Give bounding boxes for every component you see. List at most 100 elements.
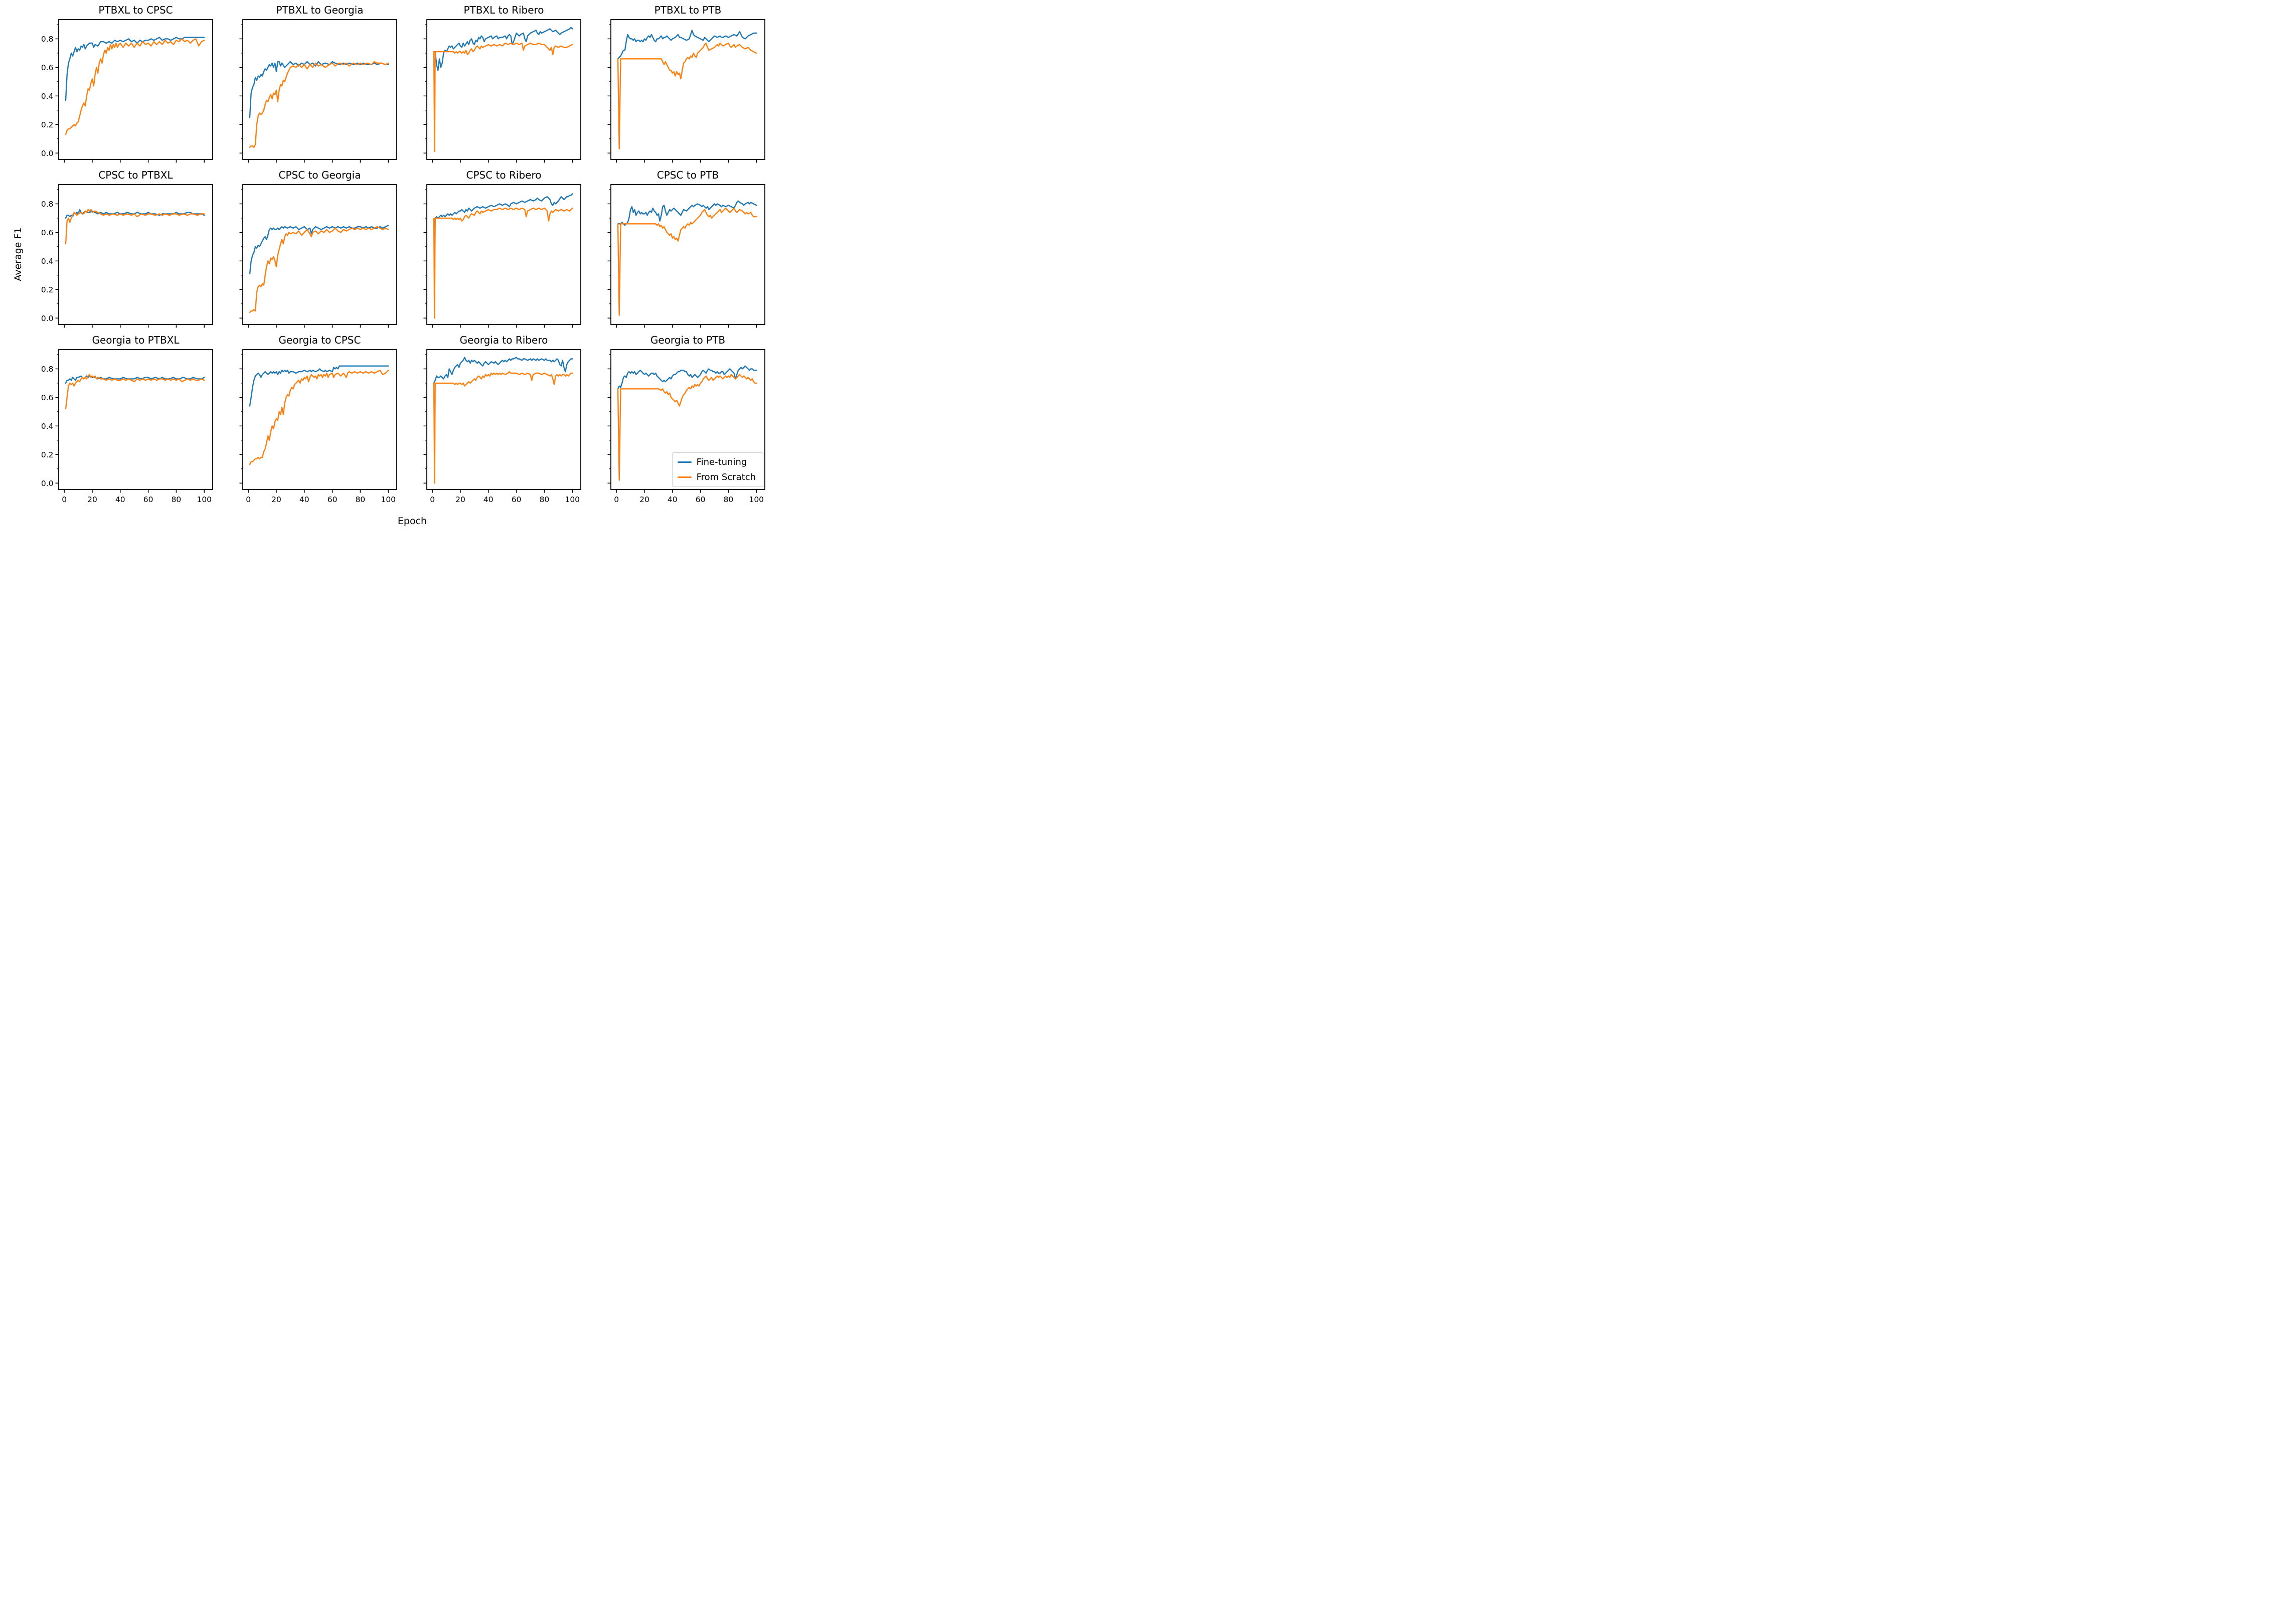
plot-title: Georgia to Ribero — [459, 334, 548, 346]
axes-spines — [426, 184, 581, 325]
series-line-fine-tuning — [65, 37, 205, 101]
series-line-from-scratch — [433, 42, 573, 152]
x-tick-label: 100 — [565, 495, 580, 504]
y-axis-label: Average F1 — [13, 227, 24, 281]
plot-title: PTBXL to Georgia — [276, 4, 364, 16]
series-line-from-scratch — [65, 374, 205, 410]
axes-spines — [426, 349, 581, 490]
x-tick-label: 60 — [512, 495, 522, 504]
plot-title: CPSC to PTB — [657, 169, 719, 181]
series-line-from-scratch — [617, 374, 757, 481]
y-tick-label: 0.0 — [41, 479, 54, 488]
plot-title: Georgia to CPSC — [278, 334, 361, 346]
legend-box: Fine-tuning From Scratch — [672, 452, 763, 487]
figure-grid-of-line-charts: Average F1 Epoch PTBXL to CPSC 0.0 0.2 0.4… — [0, 0, 765, 537]
plot-title: Georgia to PTBXL — [92, 334, 180, 346]
subplot-cpsc-to-ptb: CPSC to PTB — [607, 168, 765, 328]
x-tick-label: 80 — [356, 495, 366, 504]
series-line-fine-tuning — [65, 209, 205, 219]
legend-line-from-scratch-icon — [677, 476, 692, 478]
x-tick-label: 100 — [197, 495, 212, 504]
x-tick-label: 40 — [668, 495, 678, 504]
plot-canvas — [239, 19, 397, 163]
axes-spines — [610, 349, 765, 490]
plot-canvas — [423, 184, 581, 328]
y-tick-label: 0.8 — [41, 200, 54, 209]
series-line-fine-tuning — [433, 357, 573, 384]
legend-entry-fine-tuning: Fine-tuning — [677, 457, 756, 467]
y-tick-label: 0.8 — [41, 35, 54, 44]
x-tick-label: 0 — [430, 495, 435, 504]
plot-canvas: 0.0 0.2 0.4 0.6 0.8 — [41, 184, 213, 328]
y-tick-label: 0.0 — [41, 149, 54, 158]
series-line-fine-tuning — [433, 27, 573, 71]
x-tick-label: 20 — [87, 495, 97, 504]
legend-entry-from-scratch: From Scratch — [677, 472, 756, 482]
legend-line-fine-tuning-icon — [677, 461, 692, 463]
plot-title: Georgia to PTB — [650, 334, 726, 346]
plot-canvas — [607, 184, 765, 328]
series-line-from-scratch — [65, 38, 205, 135]
plot-canvas — [607, 19, 765, 163]
x-tick-label: 0 — [614, 495, 619, 504]
axes-spines — [58, 349, 213, 490]
series-line-from-scratch — [249, 226, 389, 313]
series-line-from-scratch — [617, 207, 757, 316]
series-line-from-scratch — [249, 61, 389, 148]
axes-spines — [610, 19, 765, 160]
y-tick-label: 0.8 — [41, 365, 54, 374]
axes-spines — [610, 184, 765, 325]
plot-title: CPSC to Ribero — [466, 169, 542, 181]
y-tick-label: 0.4 — [41, 257, 54, 266]
subplot-ptbxl-to-georgia: PTBXL to Georgia — [239, 3, 397, 163]
plot-canvas: 0.0 0.2 0.4 0.6 0.8 0 20 40 60 80 100 — [41, 349, 213, 504]
series-line-fine-tuning — [433, 193, 573, 252]
series-line-fine-tuning — [617, 30, 757, 60]
x-tick-label: 100 — [381, 495, 396, 504]
x-tick-label: 0 — [62, 495, 67, 504]
x-tick-label: 60 — [143, 495, 153, 504]
subplot-ptbxl-to-ribero: PTBXL to Ribero — [423, 3, 581, 163]
y-tick-label: 0.4 — [41, 422, 54, 431]
series-line-fine-tuning — [249, 224, 389, 275]
y-tick-label: 0.6 — [41, 393, 54, 402]
x-tick-label: 80 — [540, 495, 550, 504]
x-tick-label: 20 — [271, 495, 281, 504]
x-tick-label: 40 — [115, 495, 125, 504]
x-tick-label: 20 — [455, 495, 465, 504]
y-tick-label: 0.4 — [41, 92, 54, 101]
axes-spines — [242, 349, 397, 490]
x-tick-label: 80 — [172, 495, 182, 504]
plot-title: PTBXL to CPSC — [98, 4, 173, 16]
subplot-georgia-to-ribero: Georgia to Ribero 0 20 40 60 80 100 — [423, 333, 581, 504]
x-tick-label: 0 — [246, 495, 251, 504]
y-tick-label: 0.2 — [41, 120, 54, 129]
subplot-georgia-to-cpsc: Georgia to CPSC 0 20 40 60 80 100 — [239, 333, 397, 504]
axes-spines — [242, 184, 397, 325]
x-tick-label: 100 — [749, 495, 764, 504]
x-axis-label: Epoch — [397, 516, 427, 527]
series-line-fine-tuning — [617, 200, 757, 226]
x-tick-label: 60 — [327, 495, 338, 504]
y-tick-label: 0.2 — [41, 450, 54, 459]
plot-canvas — [239, 184, 397, 328]
series-line-fine-tuning — [65, 375, 205, 384]
plot-canvas: 0 20 40 60 80 100 — [239, 349, 397, 504]
legend-label: Fine-tuning — [696, 457, 747, 467]
y-tick-label: 0.6 — [41, 63, 54, 72]
x-tick-label: 40 — [299, 495, 309, 504]
subplot-ptbxl-to-cpsc: PTBXL to CPSC 0.0 0.2 0.4 0.6 0.8 — [41, 3, 213, 163]
axes-spines — [58, 19, 213, 160]
y-tick-label: 0.2 — [41, 285, 54, 294]
subplot-cpsc-to-ptbxl: CPSC to PTBXL 0.0 0.2 0.4 0.6 0.8 — [41, 168, 213, 328]
plot-title: CPSC to Georgia — [278, 169, 361, 181]
y-tick-label: 0.0 — [41, 314, 54, 323]
series-line-from-scratch — [249, 370, 389, 465]
x-tick-label: 40 — [483, 495, 494, 504]
series-line-from-scratch — [433, 371, 573, 484]
series-line-fine-tuning — [249, 61, 389, 118]
subplot-georgia-to-ptbxl: Georgia to PTBXL 0.0 0.2 0.4 0.6 0.8 0 20 40 60 8… — [41, 333, 213, 504]
x-tick-label: 80 — [724, 495, 734, 504]
plot-canvas: 0 20 40 60 80 100 — [607, 349, 765, 504]
series-line-from-scratch — [617, 42, 757, 149]
